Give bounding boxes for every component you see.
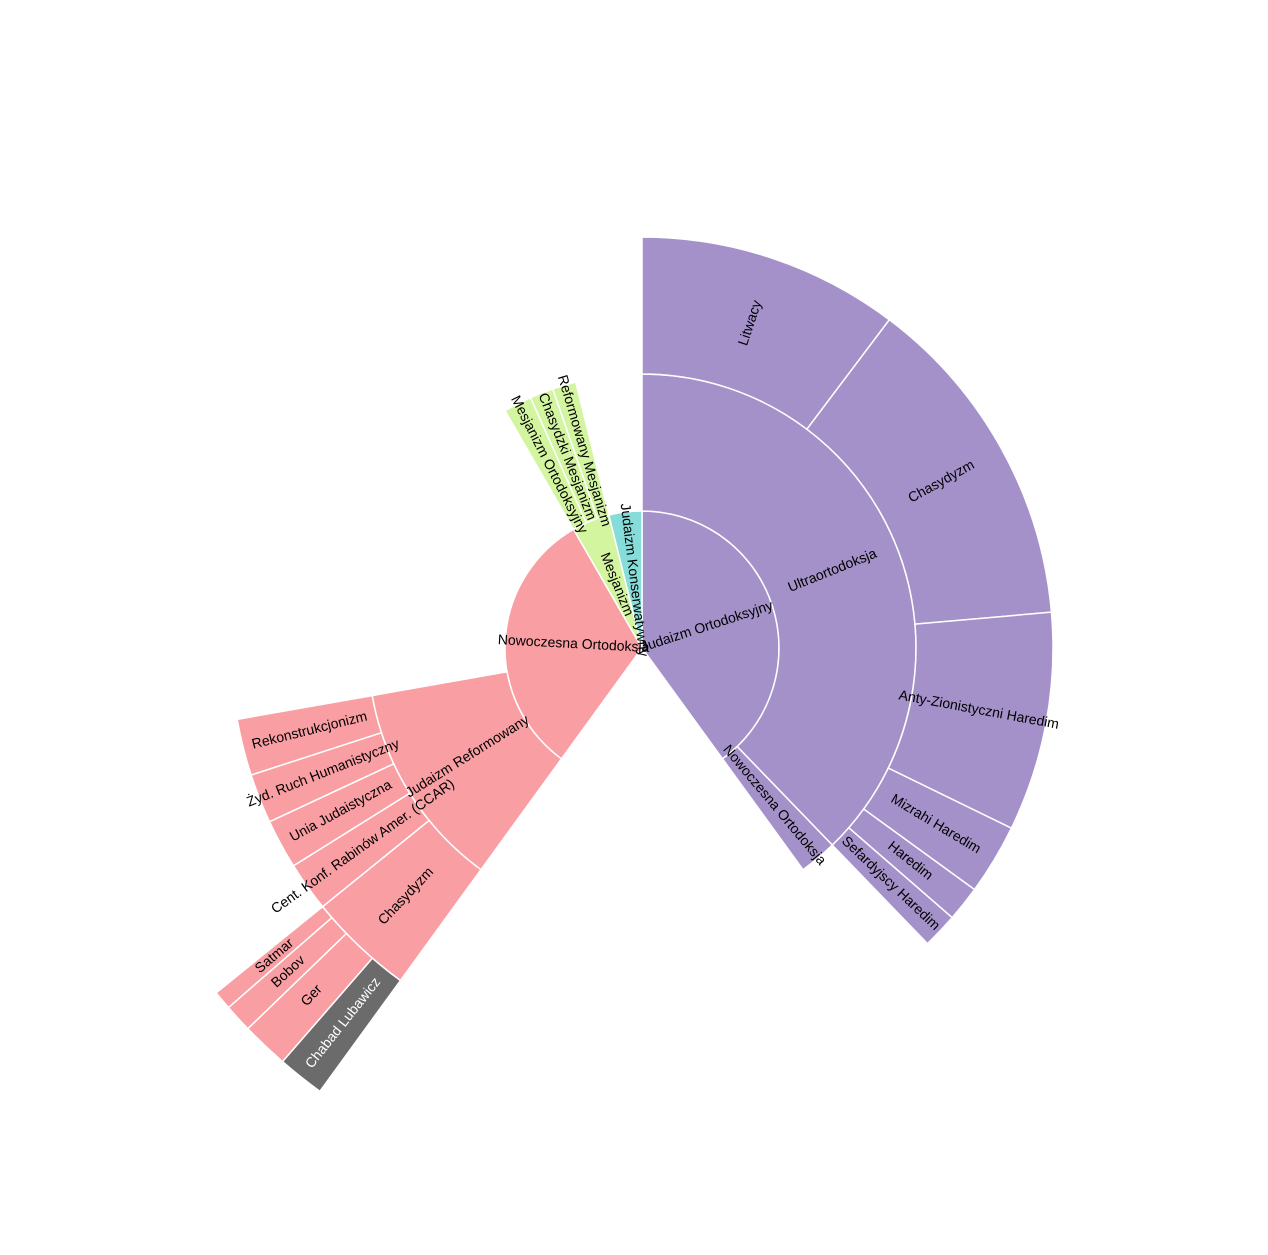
label-nowo: Nowoczesna Ortodoksja [497, 631, 650, 655]
segment-modern_o[interactable] [721, 745, 834, 871]
segment-sefard[interactable] [831, 826, 954, 945]
segment-rekon[interactable] [236, 694, 383, 776]
segment-satmar[interactable] [215, 905, 333, 1009]
segment-konserw[interactable] [607, 510, 643, 649]
segments [215, 236, 1054, 1093]
